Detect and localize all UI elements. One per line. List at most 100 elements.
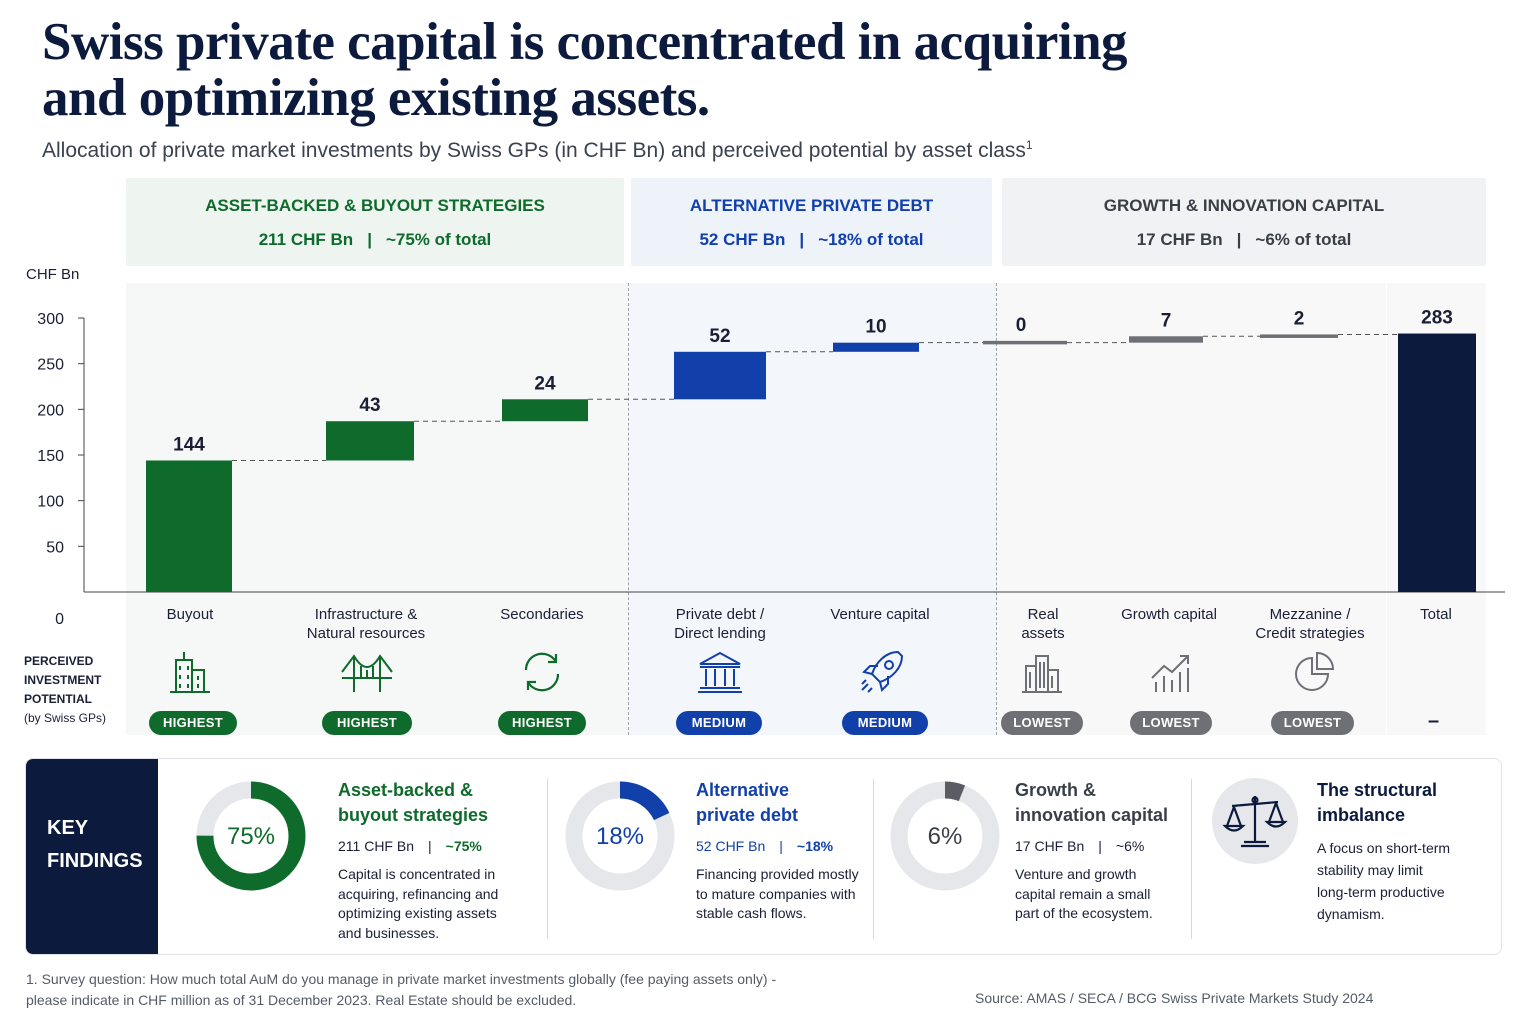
finding-text: Financing provided mostly to mature compa…	[696, 865, 859, 924]
bar-venture-capital	[833, 342, 919, 352]
heading-line: Asset-backed &	[338, 780, 474, 800]
group-stats: 17 CHF Bn | ~6% of total	[1002, 230, 1486, 250]
finding-stat: 211 CHF Bn | ~75%	[338, 838, 482, 854]
scales-icon	[1212, 778, 1298, 864]
y-tick-label: 150	[37, 448, 64, 465]
finding-heading: Asset-backed & buyout strategies	[338, 778, 488, 828]
text-line: Capital is concentrated in	[338, 866, 496, 882]
stat-separator: |	[428, 838, 432, 854]
bank-icon	[698, 651, 742, 693]
stat-separator: |	[779, 838, 783, 854]
donut-private-debt: 18%	[565, 781, 675, 891]
text-line: stability may limit	[1317, 862, 1423, 878]
footnote-line: 1. Survey question: How much total AuM d…	[26, 971, 777, 987]
group-divider	[628, 283, 629, 735]
group-amount: 17 CHF Bn	[1136, 230, 1223, 249]
recycle-arrows-icon	[524, 652, 560, 692]
bar-total	[1398, 333, 1476, 592]
band-growth	[997, 283, 1386, 735]
stat-pct: ~18%	[796, 838, 834, 854]
heading-line: Growth &	[1015, 780, 1096, 800]
finding-stat: 52 CHF Bn | ~18%	[696, 838, 833, 854]
group-stats: 52 CHF Bn | ~18% of total	[631, 230, 992, 250]
label-line: PERCEIVED	[24, 654, 94, 668]
donut-arc	[565, 781, 675, 891]
bar-buyout	[146, 460, 232, 592]
stat-amount: 52 CHF Bn	[696, 838, 766, 854]
donut-label: 18%	[596, 823, 644, 850]
group-amount: 52 CHF Bn	[699, 230, 786, 249]
group-share: ~18% of total	[818, 230, 924, 249]
perceived-potential-label: PERCEIVED INVESTMENT POTENTIAL (by Swiss…	[24, 652, 106, 728]
group-title: GROWTH & INNOVATION CAPITAL	[1103, 196, 1385, 215]
stat-pct: ~75%	[445, 838, 482, 854]
finding-stat: 17 CHF Bn | ~6%	[1015, 838, 1144, 854]
bar-growth-capital	[1129, 336, 1203, 343]
heading-line: imbalance	[1317, 805, 1406, 825]
label-line: Private debt /	[675, 606, 765, 623]
category-label-real-assets: Real assets	[963, 605, 1123, 643]
donut-asset-backed: 75%	[196, 781, 306, 891]
y-tick-label: 100	[37, 494, 64, 511]
data-label: 0	[1016, 315, 1027, 336]
data-label: 10	[865, 317, 886, 338]
text-line: to mature companies with	[696, 885, 856, 902]
finding-heading: Alternative private debt	[696, 778, 798, 828]
group-title: ASSET-BACKED & BUYOUT STRATEGIES	[205, 196, 545, 215]
group-header-growth: GROWTH & INNOVATION CAPITAL 17 CHF Bn | ~6…	[1002, 178, 1486, 266]
y-tick-label: 200	[37, 402, 64, 419]
label-line: INVESTMENT	[24, 673, 102, 687]
stat-pct: ~6%	[1115, 838, 1145, 854]
data-label: 144	[173, 434, 205, 455]
group-separator: |	[1236, 230, 1242, 249]
text-line: Venture and growth	[1015, 866, 1137, 882]
text-line: acquiring, refinancing and	[338, 885, 499, 902]
donut-label: 6%	[928, 823, 963, 850]
donut-label: 75%	[227, 823, 275, 850]
label-line: Real	[1027, 606, 1059, 623]
finding-heading: The structural imbalance	[1317, 778, 1437, 828]
potential-badge: LOWEST	[1130, 711, 1212, 735]
y-tick-label: 0	[55, 611, 64, 628]
label-line: POTENTIAL	[24, 692, 92, 706]
group-share: ~75% of total	[385, 230, 492, 249]
label-line: Credit strategies	[1255, 625, 1365, 642]
bar-real-assets	[983, 340, 1067, 345]
category-label-venture: Venture capital	[800, 605, 960, 624]
potential-badge: LOWEST	[1001, 711, 1083, 735]
bridge-icon	[341, 654, 393, 692]
buildings-icon	[170, 652, 210, 693]
category-label-private-debt: Private debt / Direct lending	[640, 605, 800, 643]
page-subtitle: Allocation of private market investments…	[42, 138, 1033, 163]
heading-line: Alternative	[696, 780, 790, 800]
group-separator: |	[799, 230, 805, 249]
growth-chart-icon	[1151, 655, 1189, 692]
text-line: Financing provided mostly	[696, 866, 859, 882]
heading-line: buyout strategies	[338, 805, 489, 825]
findings-divider	[547, 779, 548, 939]
data-label: 52	[709, 326, 730, 347]
finding-heading: Growth & innovation capital	[1015, 778, 1168, 828]
category-label-secondaries: Secondaries	[462, 605, 622, 624]
total-potential: –	[1428, 710, 1440, 732]
category-label-growth: Growth capital	[1089, 605, 1249, 624]
label-line: (by Swiss GPs)	[24, 711, 107, 725]
footnote-line: please indicate in CHF million as of 31 …	[26, 992, 577, 1008]
text-line: stable cash flows.	[696, 905, 807, 921]
bar-secondaries	[502, 399, 588, 422]
data-label: 2	[1294, 308, 1305, 329]
rocket-icon	[861, 650, 904, 693]
category-label-infrastructure: Infrastructure & Natural resources	[286, 605, 446, 643]
text-line: optimizing existing assets	[338, 905, 497, 921]
findings-divider	[873, 779, 874, 939]
group-separator: |	[367, 230, 372, 249]
y-axis-label: CHF Bn	[26, 266, 80, 283]
text-line: and businesses.	[338, 924, 440, 941]
label-line: Growth capital	[1121, 606, 1217, 623]
group-amount: 211 CHF Bn	[258, 230, 354, 249]
y-tick-label: 300	[37, 311, 64, 328]
text-line: part of the ecosystem.	[1015, 905, 1153, 921]
y-tick-label: 250	[37, 357, 64, 374]
findings-divider	[1191, 779, 1192, 939]
